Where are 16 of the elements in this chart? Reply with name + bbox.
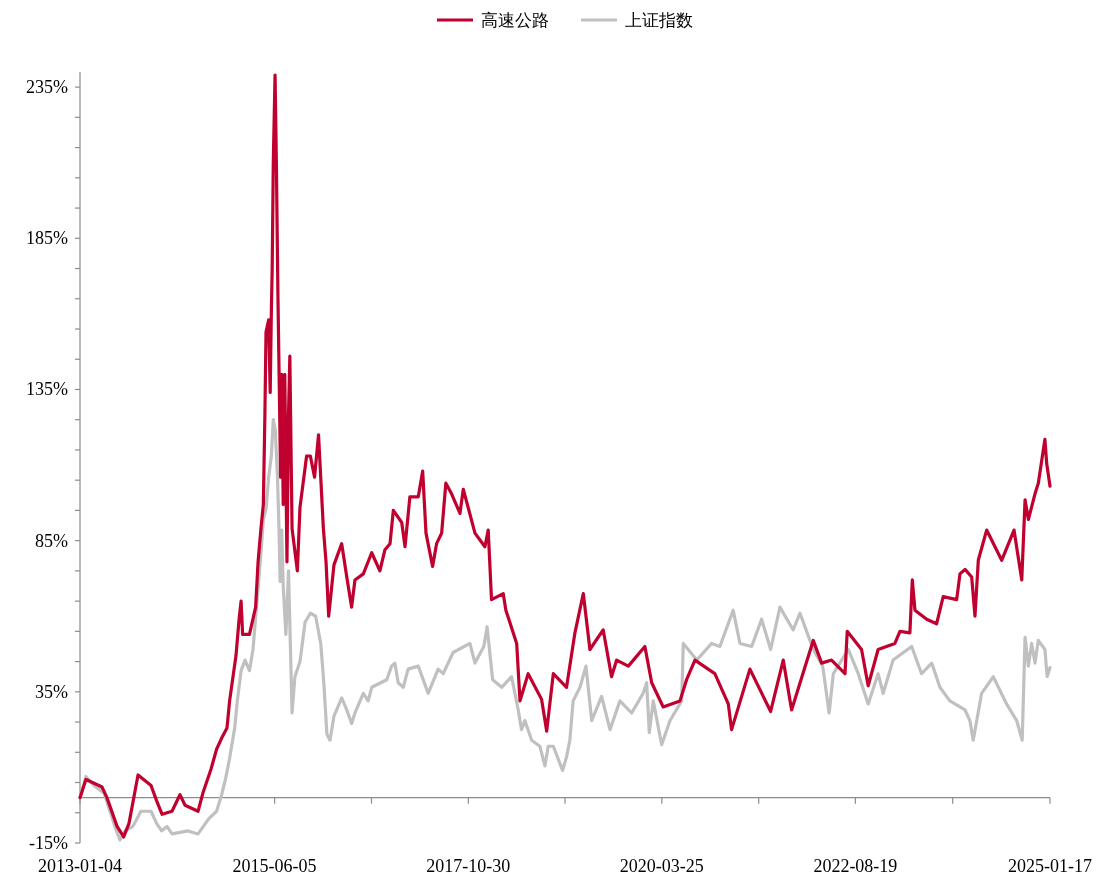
y-tick-label: -15% [29,833,68,853]
x-tick-label: 2015-06-05 [232,856,317,876]
x-tick-label: 2013-01-04 [38,856,122,876]
y-tick-label: 35% [35,681,68,702]
y-tick-label: 235% [26,77,68,98]
y-tick-label: 135% [26,379,68,400]
line-series [78,418,1052,842]
x-tick-label: 2020-03-25 [619,856,704,876]
x-tick-label: 2025-01-17 [1008,856,1092,876]
y-tick-label: 85% [35,530,68,551]
legend-label: 高速公路 [481,10,549,30]
legend-label: 上证指数 [625,10,693,30]
x-tick-label: 2022-08-19 [813,856,898,876]
line-series [78,73,1052,839]
x-tick-label: 2017-10-30 [426,856,511,876]
y-tick-label: 185% [26,228,68,249]
